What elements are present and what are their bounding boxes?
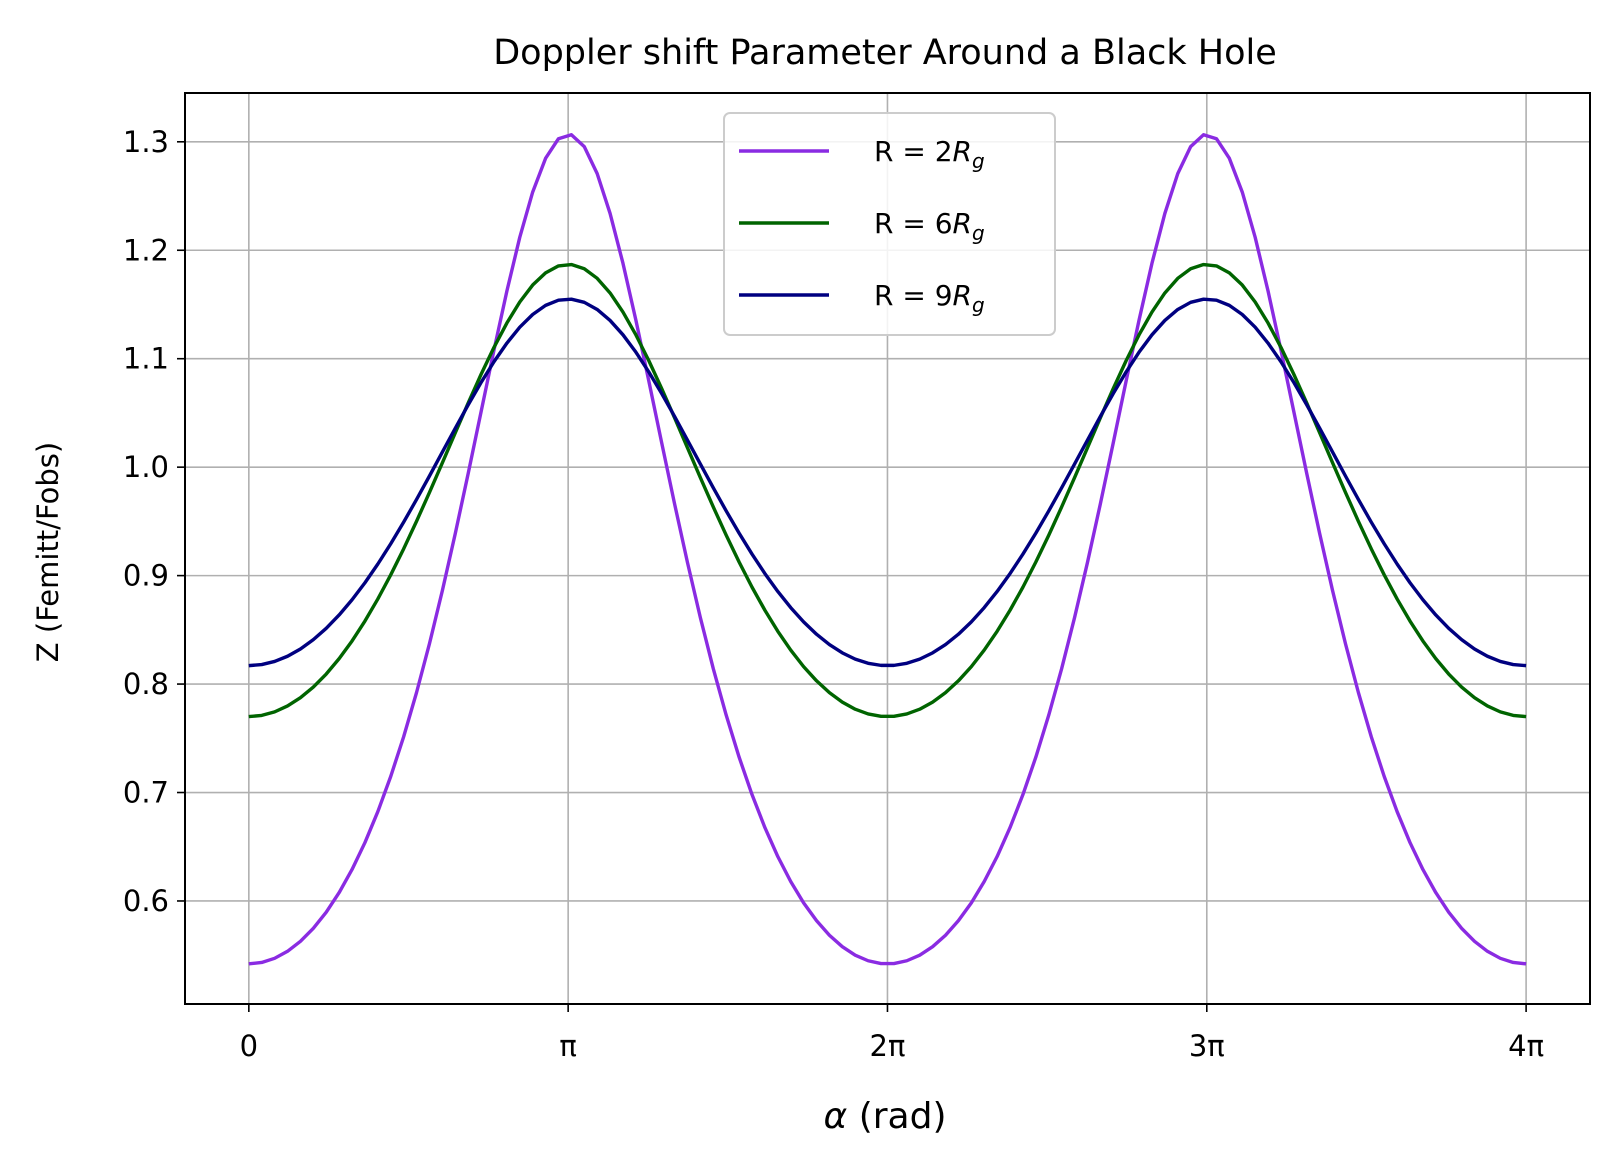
- x-tick-label: 4π: [1508, 1029, 1544, 1063]
- series-line: [248, 297, 1527, 668]
- y-tick-label: 1.3: [123, 125, 169, 159]
- chart-title: Doppler shift Parameter Around a Black H…: [493, 33, 1277, 73]
- legend-label-text: R = 9: [874, 279, 953, 312]
- legend-label-symbol: R: [953, 279, 972, 312]
- legend-label-subscript: g: [972, 221, 985, 245]
- series-line: [248, 133, 1527, 966]
- legend-label-subscript: g: [972, 149, 985, 173]
- y-tick-label: 0.8: [123, 667, 169, 701]
- x-tick-label: 0: [240, 1029, 258, 1063]
- legend-label: R = 9Rg: [874, 279, 985, 317]
- legend-label-text: R = 6: [874, 207, 953, 240]
- x-tick-label: 3π: [1189, 1029, 1225, 1063]
- legend-box: [723, 112, 1056, 336]
- x-axis-label-unit: (rad): [859, 1096, 947, 1137]
- x-tick-label: 2π: [870, 1029, 906, 1063]
- y-tick-label: 0.7: [123, 776, 169, 810]
- y-tick-label: 1.1: [123, 342, 169, 376]
- x-axis-label: α (rad): [824, 1096, 947, 1137]
- legend-label-text: R = 2: [874, 135, 953, 168]
- axis-ticks: 0 π 2π 3π 4π 0.6 0.7 0.8 0.9 1.0 1.1 1.2 1.3: [123, 125, 1544, 1063]
- x-axis-label-spacer: [847, 1096, 858, 1137]
- y-axis-label: Z (Femitt/Fobs): [31, 442, 65, 662]
- x-axis-label-symbol: α: [824, 1096, 848, 1137]
- legend-label-symbol: R: [953, 135, 972, 168]
- y-tick-label: 1.0: [123, 450, 169, 484]
- legend-label: R = 6Rg: [874, 207, 985, 245]
- x-tick-label: π: [559, 1029, 576, 1063]
- y-tick-label: 0.9: [123, 559, 169, 593]
- y-tick-label: 1.2: [123, 233, 169, 267]
- legend-label: R = 2Rg: [874, 135, 985, 173]
- legend-label-subscript: g: [972, 293, 985, 317]
- series-lines: [248, 133, 1527, 966]
- legend-label-symbol: R: [953, 207, 972, 240]
- y-tick-label: 0.6: [123, 884, 169, 918]
